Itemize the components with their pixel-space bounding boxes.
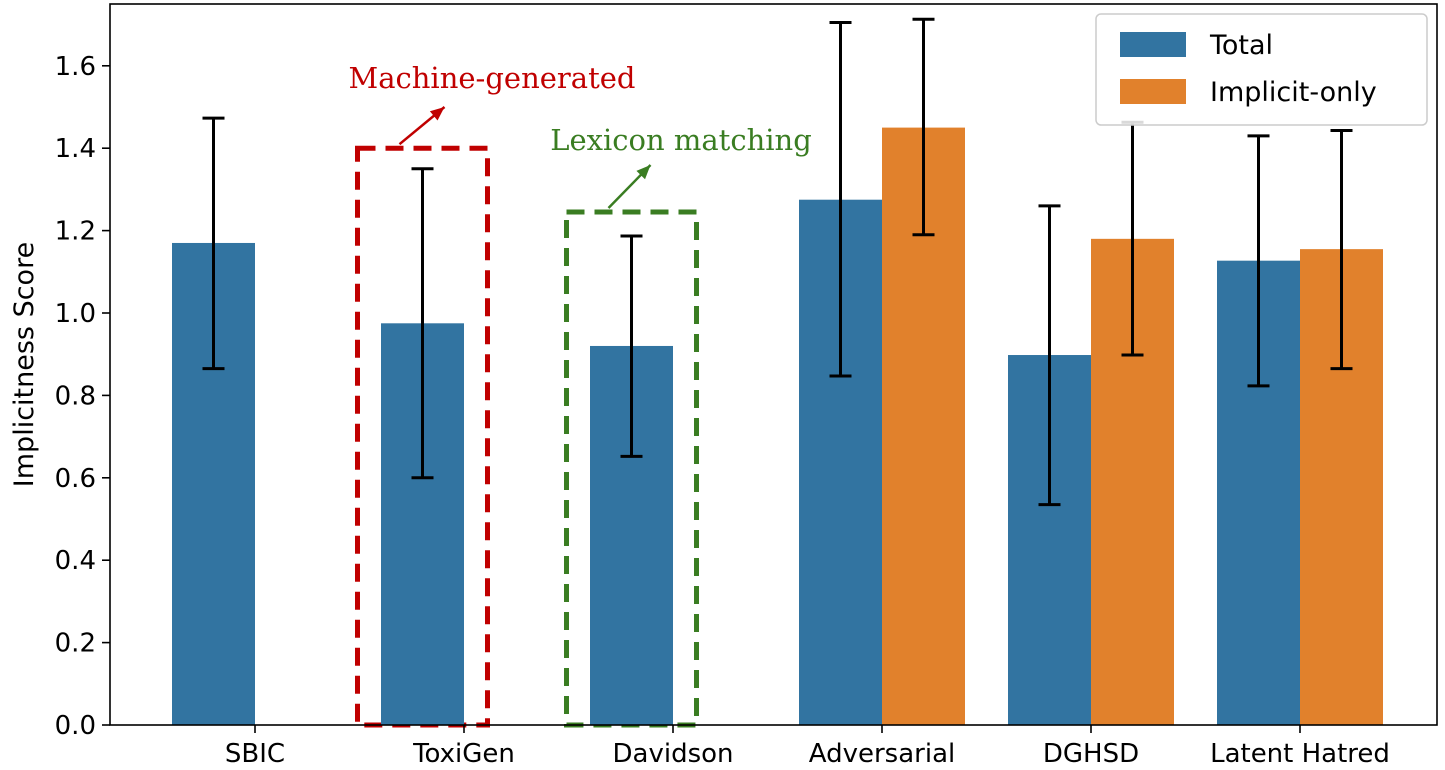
error-bar-total-davidson: [620, 234, 643, 458]
error-bar-total-adversarial: [829, 21, 852, 378]
x-tick-label: Latent Hatred: [1210, 739, 1390, 769]
legend-label: Implicit-only: [1210, 77, 1377, 108]
annotation-arrow-head: [636, 165, 651, 180]
error-bar-total-dghsd: [1038, 204, 1061, 507]
y-axis-label: Implicitness Score: [9, 242, 40, 487]
y-tick-label: 1.6: [55, 52, 96, 82]
y-tick-label: 0.2: [55, 629, 96, 659]
y-tick-label: 0.0: [55, 711, 96, 741]
y-tick-label: 0.6: [55, 464, 96, 494]
y-tick-label: 0.4: [55, 546, 96, 576]
annotation-label: Machine-generated: [349, 61, 636, 95]
error-bar-total-sbic: [202, 116, 225, 371]
x-tick-label: ToxiGen: [412, 739, 515, 769]
x-tick-label: Adversarial: [809, 739, 955, 769]
x-tick-label: SBIC: [225, 739, 285, 769]
annotation-arrow-head: [429, 107, 445, 121]
error-bar-total-latent-hatred: [1247, 134, 1270, 388]
x-tick-label: Davidson: [613, 739, 734, 769]
y-tick-label: 0.8: [55, 381, 96, 411]
error-bars-layer: [202, 17, 1353, 507]
axes-layer: 0.0 0.2 0.4 0.6 0.8 1.0 1.2 1.4 1.6 SBIC ToxiGen Da…: [9, 3, 1438, 769]
error-bar-implicit-only-adversarial: [912, 17, 935, 237]
legend: Total Implicit-only: [1095, 13, 1428, 126]
annotation-lexicon-matching: Lexicon matching: [550, 123, 812, 728]
legend-item-total: Total: [1120, 30, 1273, 61]
plot-frame: [109, 3, 1438, 726]
legend-swatch: [1120, 79, 1186, 104]
y-tick-label: 1.4: [55, 134, 96, 164]
annotation-label: Lexicon matching: [550, 123, 812, 157]
legend-item-implicit-only: Implicit-only: [1120, 77, 1377, 108]
legend-label: Total: [1209, 30, 1273, 61]
legend-swatch: [1120, 32, 1186, 57]
error-bar-total-toxigen: [411, 167, 434, 480]
x-tick-label: DGHSD: [1043, 739, 1139, 769]
error-bar-implicit-only-latent-hatred: [1330, 128, 1353, 371]
y-tick-label: 1.2: [55, 217, 96, 247]
y-tick-label: 1.0: [55, 299, 96, 329]
bars-layer: [172, 127, 1383, 726]
